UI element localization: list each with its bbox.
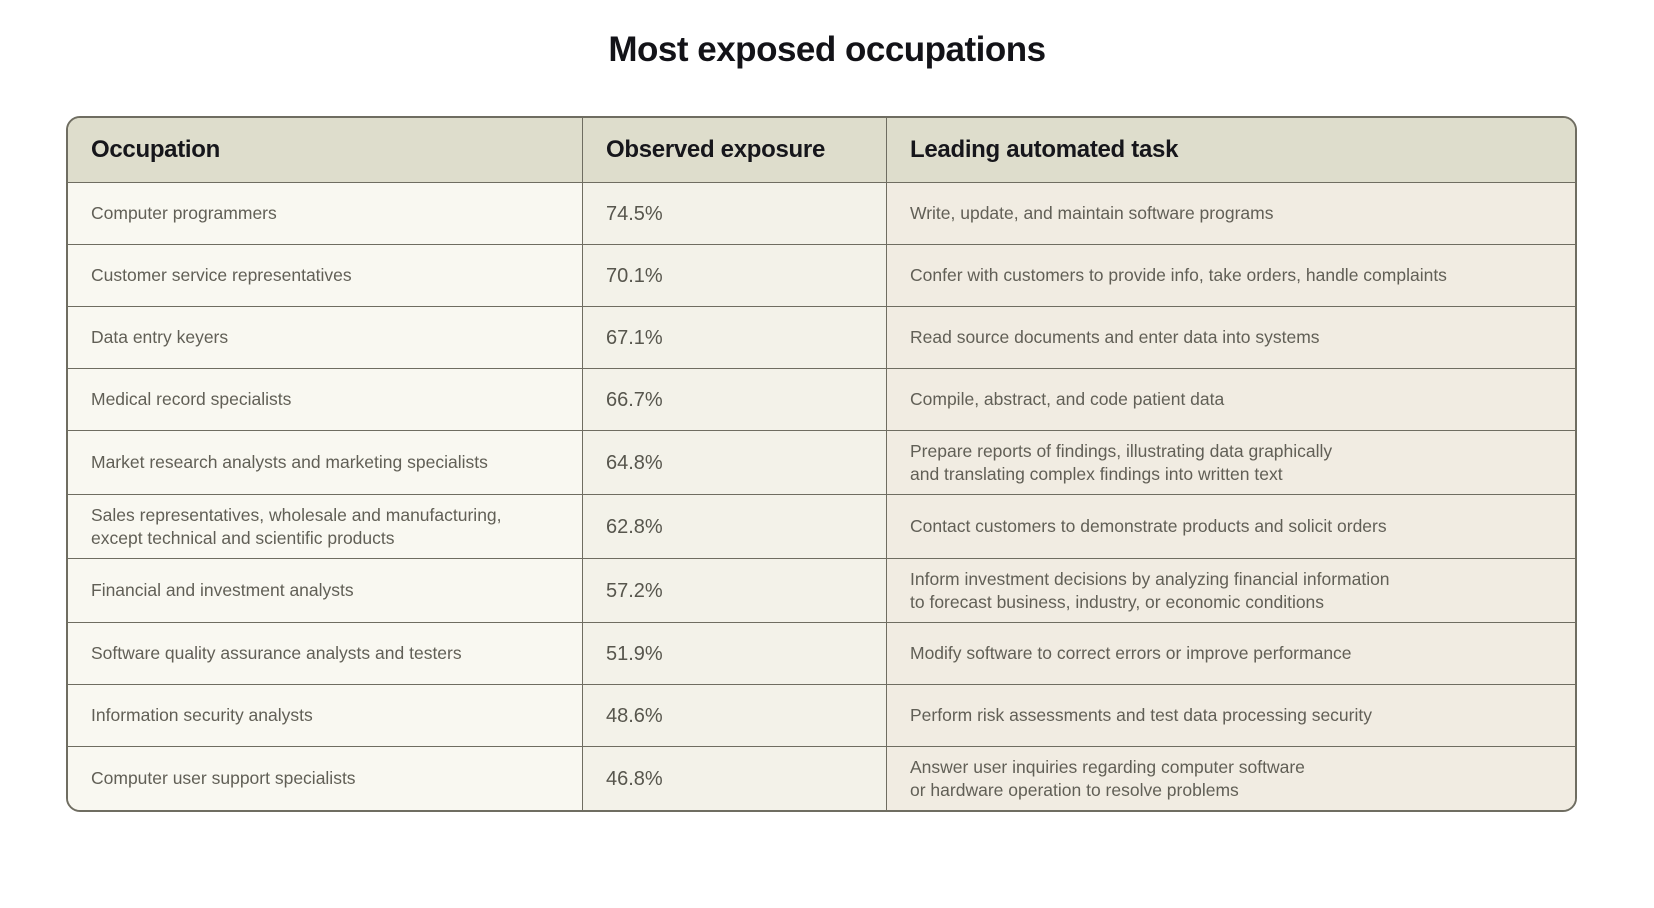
occupation-cell: Software quality assurance analysts and … [68,622,582,684]
exposure-cell: 74.5% [582,182,886,244]
occupation-text: Financial and investment analysts [91,580,354,601]
occupation-cell: Market research analysts and marketing s… [68,430,582,494]
table-row: Customer service representatives 70.1% C… [68,244,1575,306]
table-row: Medical record specialists 66.7% Compile… [68,368,1575,430]
task-text: Answer user inquiries regarding computer… [910,757,1305,800]
occupation-text: Computer user support specialists [91,768,356,789]
occupation-text: Computer programmers [91,203,277,224]
occupation-cell: Data entry keyers [68,306,582,368]
table-header-row: Occupation Observed exposure Leading aut… [68,118,1575,182]
exposure-cell: 46.8% [582,746,886,810]
occupation-text: Information security analysts [91,705,313,726]
exposure-value: 66.7% [606,388,663,411]
occupation-cell: Sales representatives, wholesale and man… [68,494,582,558]
exposure-value: 74.5% [606,202,663,225]
task-cell: Contact customers to demonstrate product… [886,494,1575,558]
exposure-cell: 67.1% [582,306,886,368]
header-label-task: Leading automated task [910,136,1179,163]
task-cell: Compile, abstract, and code patient data [886,368,1575,430]
occupation-text: Sales representatives, wholesale and man… [91,505,502,548]
table-row: Financial and investment analysts 57.2% … [68,558,1575,622]
task-text: Modify software to correct errors or imp… [910,643,1352,664]
exposure-value: 51.9% [606,642,663,665]
occupation-text: Data entry keyers [91,327,229,348]
task-cell: Prepare reports of findings, illustratin… [886,430,1575,494]
task-text: Contact customers to demonstrate product… [910,516,1387,537]
header-cell-occupation: Occupation [68,118,582,182]
exposure-value: 70.1% [606,264,663,287]
occupation-cell: Medical record specialists [68,368,582,430]
task-text: Inform investment decisions by analyzing… [910,569,1390,612]
exposure-value: 67.1% [606,326,663,349]
exposure-cell: 48.6% [582,684,886,746]
task-cell: Inform investment decisions by analyzing… [886,558,1575,622]
exposure-value: 48.6% [606,704,663,727]
occupation-cell: Customer service representatives [68,244,582,306]
occupation-cell: Computer user support specialists [68,746,582,810]
task-cell: Answer user inquiries regarding computer… [886,746,1575,810]
table-row: Market research analysts and marketing s… [68,430,1575,494]
table-row: Sales representatives, wholesale and man… [68,494,1575,558]
page-title: Most exposed occupations [608,30,1046,69]
exposure-cell: 62.8% [582,494,886,558]
exposure-value: 62.8% [606,515,663,538]
header-label-exposure: Observed exposure [606,136,825,163]
exposure-cell: 64.8% [582,430,886,494]
occupation-text: Medical record specialists [91,389,292,410]
header-cell-exposure: Observed exposure [582,118,886,182]
header-cell-task: Leading automated task [886,118,1575,182]
exposure-value: 64.8% [606,451,663,474]
task-text: Confer with customers to provide info, t… [910,265,1447,286]
task-cell: Read source documents and enter data int… [886,306,1575,368]
table-row: Computer programmers 74.5% Write, update… [68,182,1575,244]
exposure-cell: 51.9% [582,622,886,684]
occupation-cell: Information security analysts [68,684,582,746]
header-label-occupation: Occupation [91,136,221,163]
task-text: Write, update, and maintain software pro… [910,203,1274,224]
occupation-text: Market research analysts and marketing s… [91,452,488,473]
table-row: Computer user support specialists 46.8% … [68,746,1575,810]
task-cell: Confer with customers to provide info, t… [886,244,1575,306]
task-text: Prepare reports of findings, illustratin… [910,441,1333,484]
table-row: Software quality assurance analysts and … [68,622,1575,684]
task-cell: Perform risk assessments and test data p… [886,684,1575,746]
occupation-text: Software quality assurance analysts and … [91,643,462,664]
occupation-cell: Computer programmers [68,182,582,244]
exposure-table: Occupation Observed exposure Leading aut… [66,116,1577,812]
table-row: Data entry keyers 67.1% Read source docu… [68,306,1575,368]
table-row: Information security analysts 48.6% Perf… [68,684,1575,746]
task-text: Read source documents and enter data int… [910,327,1320,348]
occupation-cell: Financial and investment analysts [68,558,582,622]
exposure-cell: 70.1% [582,244,886,306]
exposure-cell: 66.7% [582,368,886,430]
task-text: Compile, abstract, and code patient data [910,389,1225,410]
exposure-cell: 57.2% [582,558,886,622]
task-text: Perform risk assessments and test data p… [910,705,1372,726]
exposure-value: 46.8% [606,767,663,790]
task-cell: Modify software to correct errors or imp… [886,622,1575,684]
exposure-value: 57.2% [606,579,663,602]
occupation-text: Customer service representatives [91,265,352,286]
task-cell: Write, update, and maintain software pro… [886,182,1575,244]
